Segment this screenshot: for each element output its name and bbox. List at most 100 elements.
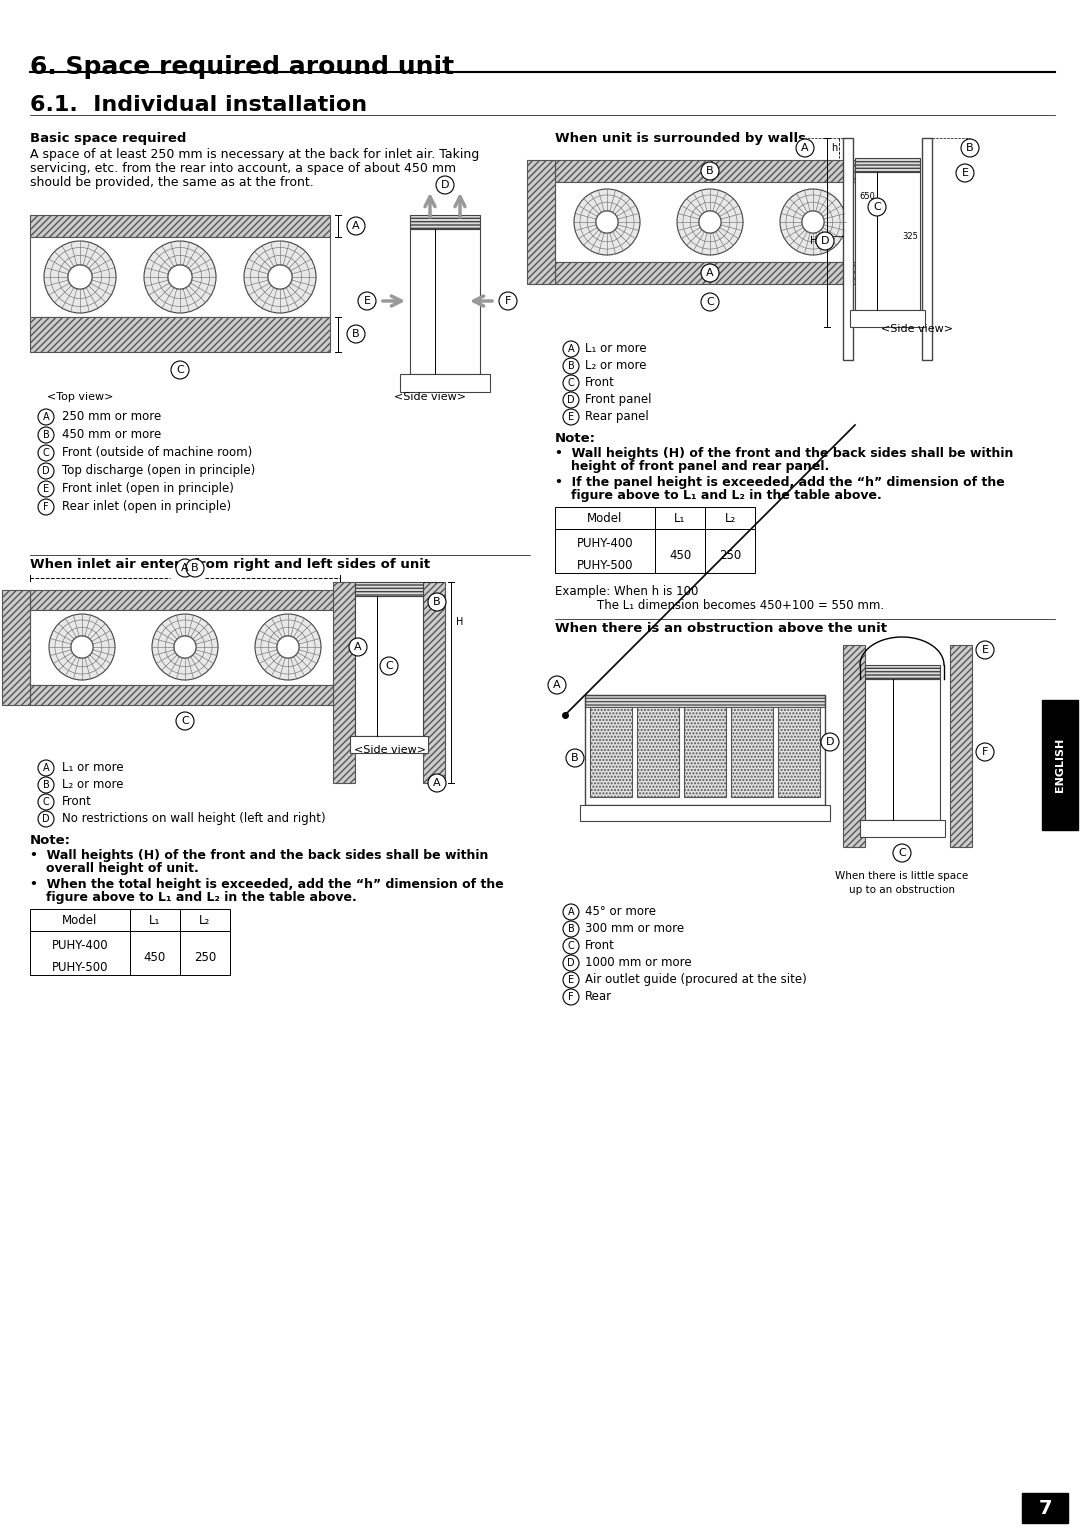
Circle shape xyxy=(563,921,579,937)
Bar xyxy=(30,237,330,316)
Bar xyxy=(590,707,632,798)
Circle shape xyxy=(563,374,579,391)
Text: 7: 7 xyxy=(1038,1499,1052,1517)
Text: H: H xyxy=(456,617,463,626)
Bar xyxy=(778,707,820,798)
Text: PUHY-400: PUHY-400 xyxy=(52,940,108,952)
Circle shape xyxy=(428,593,446,611)
Bar xyxy=(130,909,180,931)
Circle shape xyxy=(677,189,743,255)
Bar xyxy=(30,610,340,685)
Bar xyxy=(731,707,773,798)
Circle shape xyxy=(428,775,446,792)
Circle shape xyxy=(38,778,54,793)
Text: A: A xyxy=(801,144,809,153)
Text: B: B xyxy=(352,329,360,339)
Text: A: A xyxy=(181,562,189,573)
Text: D: D xyxy=(42,466,50,477)
Bar xyxy=(400,374,490,393)
Circle shape xyxy=(563,341,579,358)
Circle shape xyxy=(144,241,216,313)
Circle shape xyxy=(956,163,974,182)
Bar xyxy=(30,590,340,610)
Bar xyxy=(843,138,853,361)
Bar xyxy=(30,316,330,351)
Text: L₁ or more: L₁ or more xyxy=(585,342,647,354)
Text: Front inlet (open in principle): Front inlet (open in principle) xyxy=(62,481,234,495)
Text: F: F xyxy=(43,503,49,512)
Bar xyxy=(585,695,825,805)
Text: overall height of unit.: overall height of unit. xyxy=(46,862,199,876)
Circle shape xyxy=(152,614,218,680)
Text: E: E xyxy=(568,413,575,422)
Text: 1000 mm or more: 1000 mm or more xyxy=(585,957,691,969)
Text: B: B xyxy=(42,429,50,440)
Bar xyxy=(2,590,30,704)
Circle shape xyxy=(563,905,579,920)
Bar xyxy=(705,529,755,573)
Text: Top discharge (open in principle): Top discharge (open in principle) xyxy=(62,465,255,477)
Text: B: B xyxy=(42,779,50,790)
Bar xyxy=(585,695,825,707)
Text: A: A xyxy=(568,344,575,354)
Circle shape xyxy=(563,410,579,425)
Text: C: C xyxy=(42,448,50,458)
Circle shape xyxy=(38,481,54,497)
Text: E: E xyxy=(961,168,969,177)
Circle shape xyxy=(38,445,54,461)
Text: Front panel: Front panel xyxy=(585,393,651,406)
Text: figure above to L₁ and L₂ in the table above.: figure above to L₁ and L₂ in the table a… xyxy=(46,891,356,905)
Text: H: H xyxy=(810,235,816,246)
Text: 250: 250 xyxy=(719,549,741,562)
Text: C: C xyxy=(386,662,393,671)
Text: servicing, etc. from the rear into account, a space of about 450 mm: servicing, etc. from the rear into accou… xyxy=(30,162,456,176)
Circle shape xyxy=(38,426,54,443)
Text: 450 mm or more: 450 mm or more xyxy=(62,428,161,442)
Text: Model: Model xyxy=(588,512,623,526)
Text: D: D xyxy=(42,814,50,824)
Circle shape xyxy=(548,675,566,694)
Bar xyxy=(30,685,340,704)
Text: <Side view>: <Side view> xyxy=(881,324,953,335)
Circle shape xyxy=(176,712,194,730)
Text: B: B xyxy=(568,924,575,934)
Bar xyxy=(555,160,865,182)
Circle shape xyxy=(276,636,299,659)
Circle shape xyxy=(563,393,579,408)
Circle shape xyxy=(38,795,54,810)
Text: L₂ or more: L₂ or more xyxy=(62,778,123,792)
Bar xyxy=(355,582,423,596)
Bar xyxy=(180,909,230,931)
Circle shape xyxy=(186,559,204,578)
Text: L₁: L₁ xyxy=(149,914,161,927)
Circle shape xyxy=(38,759,54,776)
Text: B: B xyxy=(568,361,575,371)
Text: Rear panel: Rear panel xyxy=(585,410,649,423)
Text: L₁ or more: L₁ or more xyxy=(62,761,123,775)
Bar xyxy=(180,931,230,975)
Circle shape xyxy=(699,211,721,232)
Bar xyxy=(865,160,893,284)
Circle shape xyxy=(347,217,365,235)
Circle shape xyxy=(976,642,994,659)
Bar xyxy=(555,261,865,284)
Text: B: B xyxy=(706,167,714,176)
Circle shape xyxy=(38,463,54,478)
Circle shape xyxy=(244,241,316,313)
Text: B: B xyxy=(191,562,199,573)
Text: When there is little space: When there is little space xyxy=(835,871,969,882)
Bar xyxy=(860,821,945,837)
Circle shape xyxy=(563,989,579,1005)
Circle shape xyxy=(596,211,618,232)
Bar xyxy=(30,931,130,975)
Bar xyxy=(637,707,679,798)
Circle shape xyxy=(68,264,92,289)
Circle shape xyxy=(347,325,365,342)
Text: When there is an obstruction above the unit: When there is an obstruction above the u… xyxy=(555,622,887,636)
Circle shape xyxy=(796,139,814,157)
Text: C: C xyxy=(706,296,714,307)
Bar xyxy=(922,138,932,361)
Text: C: C xyxy=(873,202,881,212)
Text: Model: Model xyxy=(63,914,97,927)
Circle shape xyxy=(357,292,376,310)
